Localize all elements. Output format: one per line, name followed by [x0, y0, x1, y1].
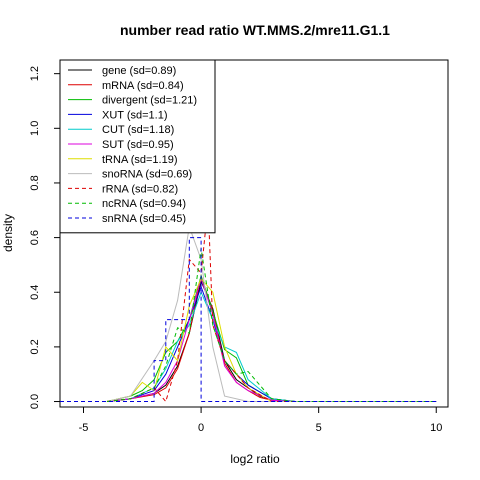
- y-tick-label-5: 1.0: [29, 121, 41, 136]
- legend-entry-3: XUT (sd=1.1): [102, 109, 168, 121]
- x-axis-label: log2 ratio: [230, 452, 280, 466]
- y-tick-label-3: 0.6: [29, 230, 41, 245]
- plot-frame: [59, 59, 449, 408]
- legend-entry-0: gene (sd=0.89): [102, 65, 176, 77]
- y-tick-label-2: 0.4: [29, 285, 41, 300]
- x-tick-label-3: 10: [430, 422, 442, 434]
- y-axis-label: density: [1, 214, 15, 252]
- series-line-10: [60, 237, 437, 402]
- legend-box: [59, 59, 216, 234]
- legend-entry-9: ncRNA (sd=0.94): [102, 198, 186, 210]
- series-line-9: [106, 248, 437, 402]
- legend: gene (sd=0.89) mRNA (sd=0.84) divergent (s…: [59, 59, 216, 234]
- series-line-5: [106, 276, 437, 402]
- legend-entry-5: SUT (sd=0.95): [102, 139, 174, 151]
- series-layer: [60, 204, 437, 403]
- legend-entry-10: snRNA (sd=0.45): [102, 213, 186, 225]
- x-axis: -5 0 5 10: [79, 407, 442, 434]
- y-axis: 0.0 0.2 0.4 0.6 0.8 1.0 1.2: [29, 66, 60, 409]
- x-tick-label-1: 0: [198, 422, 204, 434]
- y-tick-label-0: 0.0: [29, 394, 41, 409]
- y-tick-label-4: 0.8: [29, 175, 41, 190]
- x-tick-label-2: 5: [316, 422, 322, 434]
- chart-title: number read ratio WT.MMS.2/mre11.G1.1: [120, 22, 390, 38]
- legend-entry-6: tRNA (sd=1.19): [102, 154, 178, 166]
- legend-entry-4: CUT (sd=1.18): [102, 124, 174, 136]
- legend-entry-7: snoRNA (sd=0.69): [102, 169, 192, 181]
- y-tick-label-1: 0.2: [29, 339, 41, 354]
- x-tick-label-0: -5: [79, 422, 89, 434]
- legend-entry-8: rRNA (sd=0.82): [102, 183, 178, 195]
- series-line-4: [106, 290, 437, 402]
- series-line-6: [106, 277, 437, 402]
- legend-entry-2: divergent (sd=1.21): [102, 95, 197, 107]
- y-tick-label-6: 1.2: [29, 66, 41, 81]
- legend-entry-1: mRNA (sd=0.84): [102, 80, 184, 92]
- series-line-8: [106, 204, 437, 403]
